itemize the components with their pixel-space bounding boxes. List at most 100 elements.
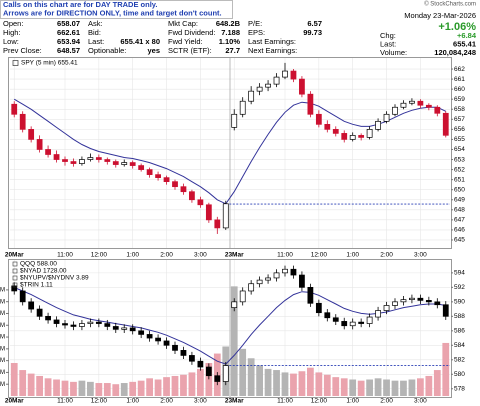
y-tick-label: 582 <box>454 357 465 364</box>
candle-body <box>349 321 356 327</box>
moving-average <box>13 98 447 205</box>
y-tick-label: 586 <box>454 328 465 335</box>
candle-body <box>282 70 288 78</box>
candle-body <box>442 112 449 136</box>
x-tick-label: 1:00 <box>346 398 359 405</box>
candle-body <box>358 321 365 324</box>
x-tick-label: 3:00 <box>194 398 207 405</box>
candle-body <box>222 365 229 382</box>
y-tick-label: 588 <box>454 313 465 320</box>
volume-bar <box>417 378 424 396</box>
vol-tick-label: 9M <box>0 287 5 293</box>
candle-body <box>70 324 77 327</box>
volume-bar <box>264 368 272 396</box>
candle-body <box>383 113 390 122</box>
y-tick-label: 580 <box>454 371 465 378</box>
field-value: 7.188 <box>221 28 240 37</box>
candle-body <box>400 102 407 108</box>
field-label: Prev Close: <box>3 46 42 55</box>
candle-body <box>172 181 178 188</box>
volume-bar <box>197 368 204 396</box>
vol-tick-label: 1M <box>0 382 5 388</box>
volume-bar <box>400 380 407 396</box>
x-tick-label: 11:00 <box>277 252 293 259</box>
candle-body <box>95 321 102 324</box>
candle-body <box>95 157 102 160</box>
candle-body <box>112 161 119 165</box>
candle-body <box>425 104 432 108</box>
candle-body <box>307 93 314 115</box>
candle-body <box>197 199 204 206</box>
notice-box <box>0 0 233 19</box>
candle-body <box>375 120 381 130</box>
legend-label: SPY (5 min) 655.41 <box>21 60 78 67</box>
candle-body <box>239 290 246 303</box>
field-label: Fwd Dividend: <box>168 28 216 37</box>
y-tick-label: 584 <box>454 342 465 349</box>
y-tick-label: 647 <box>454 217 465 224</box>
candle-body <box>11 103 18 115</box>
candle-body <box>62 323 68 326</box>
candle-body <box>53 319 60 324</box>
field-value: 655.41 x 80 <box>120 37 160 46</box>
candle-body <box>28 301 35 310</box>
notice-line: Arrows are for DIRECTION ONLY, time and … <box>3 8 222 17</box>
volume-bar <box>146 378 153 396</box>
candle-body <box>392 106 398 115</box>
candle-body <box>197 360 204 368</box>
field-value: 648.2B <box>216 19 241 28</box>
candle-body <box>256 86 263 92</box>
candle-body <box>45 315 51 321</box>
volume-bar <box>340 378 348 396</box>
y-tick-label: 658 <box>454 106 465 113</box>
candle-body <box>442 304 449 317</box>
legend-label: $NYUPV/$NYDNV 3.89 <box>20 275 89 282</box>
candle-body <box>112 326 119 330</box>
candle-body <box>180 186 187 193</box>
field-value: 662.61 <box>57 28 80 37</box>
y-tick-label: 592 <box>454 284 465 291</box>
candle-body <box>290 268 297 276</box>
candle-body <box>315 113 322 125</box>
candle-body <box>265 83 271 88</box>
candle-body <box>425 300 432 303</box>
volume-bar <box>425 375 433 396</box>
candle-body <box>341 133 348 140</box>
candle-body <box>104 159 111 162</box>
candle-body <box>349 135 356 140</box>
candle-body <box>121 162 128 165</box>
candle-body <box>375 310 381 318</box>
x-tick-label: 11:00 <box>277 398 293 405</box>
volume-bar <box>374 378 382 396</box>
y-tick-label: 653 <box>454 156 465 163</box>
candle-body <box>104 323 111 327</box>
volume-bar <box>433 370 441 396</box>
candle-body <box>256 279 263 285</box>
y-tick-label: 651 <box>454 176 465 183</box>
pct-change: +1.06% <box>438 21 476 33</box>
volume-bar <box>307 367 314 396</box>
volume-bar <box>112 384 120 396</box>
candle-body <box>400 299 407 303</box>
y-tick-label: 590 <box>454 299 465 306</box>
field-label: Low: <box>3 37 19 46</box>
field-label: Volume: <box>380 48 407 57</box>
legend-swatch <box>12 60 19 66</box>
volume-bar <box>163 377 170 396</box>
candle-body <box>214 375 221 382</box>
candle-body <box>189 191 195 201</box>
volume-bar <box>383 379 390 396</box>
volume-bar <box>36 375 43 396</box>
volume-bar <box>27 373 35 396</box>
vol-tick-label: 8M <box>0 299 5 305</box>
candle-body <box>163 177 170 183</box>
field-label: Mkt Cap: <box>168 19 198 28</box>
candle-body <box>290 70 297 80</box>
field-label: Fwd Yield: <box>168 37 203 46</box>
volume-bar <box>408 379 416 396</box>
candle-body <box>273 272 280 279</box>
candle-body <box>129 162 136 166</box>
candle-body <box>163 340 170 346</box>
legend-label: QQQ 588.00 <box>20 261 57 268</box>
volume-bar <box>171 375 179 396</box>
